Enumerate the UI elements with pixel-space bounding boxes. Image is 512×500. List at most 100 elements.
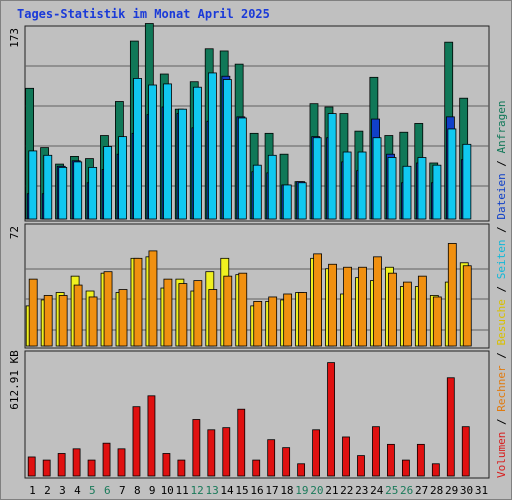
bar-seiten-day-7 <box>118 136 128 220</box>
bar-volumen-day-30 <box>461 426 470 477</box>
x-tick-label-day-9: 9 <box>149 484 156 497</box>
x-tick-label-day-18: 18 <box>280 484 293 497</box>
bar-volumen-day-11 <box>177 459 186 477</box>
bar-seiten-day-6 <box>103 146 113 220</box>
bar-volumen-day-21 <box>327 362 335 477</box>
bar-rechner-day-8 <box>133 257 143 347</box>
panel-3-ymax-label: 612.91 KB <box>8 350 21 410</box>
x-tick-label-day-30: 30 <box>460 484 473 497</box>
bar-rechner-day-3 <box>58 295 68 347</box>
x-tick-label-day-21: 21 <box>325 484 338 497</box>
bar-volumen-day-10 <box>162 453 171 477</box>
bar-volumen-day-15 <box>237 408 246 477</box>
bar-volumen-day-25 <box>387 443 395 477</box>
bar-seiten-day-14 <box>222 79 232 220</box>
panel-1-ymax-label: 173 <box>8 28 21 48</box>
bar-seiten-day-23 <box>357 151 367 220</box>
bar-seiten-day-3 <box>58 166 68 220</box>
x-tick-label-day-2: 2 <box>44 484 51 497</box>
bar-seiten-day-1 <box>28 150 38 220</box>
legend-label-besuche: Besuche <box>495 299 508 345</box>
bar-rechner-day-17 <box>268 296 278 347</box>
legend-separator: / <box>495 220 508 240</box>
x-tick-label-day-5: 5 <box>89 484 96 497</box>
bar-rechner-day-1 <box>28 278 38 347</box>
bar-volumen-day-9 <box>147 395 156 477</box>
x-tick-label-day-25: 25 <box>385 484 398 497</box>
bar-volumen-day-18 <box>282 447 291 477</box>
bar-rechner-day-25 <box>388 272 397 347</box>
bar-seiten-day-18 <box>282 184 292 220</box>
bar-seiten-day-17 <box>267 154 277 220</box>
bar-rechner-day-23 <box>358 266 367 347</box>
panel-2-ymax-label: 72 <box>8 226 21 239</box>
legend-label-seiten: Seiten <box>495 240 508 280</box>
bar-volumen-day-4 <box>72 448 81 477</box>
x-tick-label-day-17: 17 <box>265 484 278 497</box>
x-tick-label-day-23: 23 <box>355 484 368 497</box>
x-tick-label-day-12: 12 <box>191 484 204 497</box>
bar-seiten-day-16 <box>252 164 262 220</box>
x-tick-label-day-20: 20 <box>310 484 323 497</box>
bar-seiten-day-15 <box>237 117 247 220</box>
bar-rechner-day-2 <box>43 295 53 347</box>
bar-rechner-day-27 <box>417 275 427 347</box>
bar-seiten-day-9 <box>148 84 157 220</box>
bar-rechner-day-22 <box>343 266 352 347</box>
bar-rechner-day-20 <box>313 253 322 347</box>
bar-rechner-day-19 <box>298 292 308 347</box>
x-tick-label-day-28: 28 <box>430 484 443 497</box>
bar-volumen-day-13 <box>207 429 216 477</box>
bar-seiten-day-28 <box>432 164 442 220</box>
x-tick-label-day-22: 22 <box>340 484 353 497</box>
x-tick-label-day-1: 1 <box>29 484 36 497</box>
bar-rechner-day-18 <box>283 293 293 347</box>
legend-separator: / <box>495 346 508 366</box>
bar-rechner-day-21 <box>328 263 337 347</box>
x-tick-label-day-27: 27 <box>415 484 428 497</box>
bar-rechner-day-9 <box>148 250 158 347</box>
legend-label-dateien: Dateien <box>495 173 508 219</box>
panel-3-plot-area <box>24 350 490 479</box>
bar-volumen-day-1 <box>27 456 36 477</box>
bar-volumen-day-2 <box>42 459 51 477</box>
page-title: Tages-Statistik im Monat April 2025 <box>17 7 270 21</box>
bar-seiten-day-24 <box>372 137 382 220</box>
bar-volumen-day-12 <box>192 419 201 477</box>
bar-seiten-day-10 <box>163 83 172 220</box>
bar-seiten-day-4 <box>73 161 83 220</box>
x-tick-label-day-4: 4 <box>74 484 81 497</box>
bar-volumen-day-19 <box>297 463 306 477</box>
bar-volumen-day-3 <box>57 453 66 477</box>
bar-seiten-day-27 <box>417 157 427 220</box>
bar-seiten-day-20 <box>312 137 322 220</box>
legend-label-rechner: Rechner <box>495 365 508 412</box>
bar-rechner-day-14 <box>223 275 233 347</box>
x-tick-label-day-10: 10 <box>161 484 174 497</box>
legend-separator: / <box>495 412 508 432</box>
bar-volumen-day-22 <box>342 436 350 477</box>
bar-seiten-day-5 <box>88 166 98 220</box>
x-tick-label-day-24: 24 <box>370 484 384 497</box>
bar-volumen-day-17 <box>267 439 276 477</box>
bar-seiten-day-2 <box>43 154 53 220</box>
bar-volumen-day-14 <box>222 427 231 477</box>
bar-rechner-day-30 <box>462 265 472 347</box>
x-tick-label-day-26: 26 <box>400 484 413 497</box>
legend-label-volumen: Volumen <box>495 432 508 478</box>
bar-volumen-day-26 <box>401 459 410 477</box>
legend-separator: / <box>495 153 508 173</box>
bar-volumen-day-6 <box>102 442 111 477</box>
bar-rechner-day-7 <box>118 289 128 347</box>
bar-rechner-day-29 <box>447 243 457 347</box>
x-tick-label-day-11: 11 <box>176 484 189 497</box>
x-tick-label-day-8: 8 <box>134 484 141 497</box>
bar-seiten-day-29 <box>447 128 457 220</box>
bar-rechner-day-24 <box>373 256 382 347</box>
bar-seiten-day-19 <box>297 182 307 220</box>
bar-volumen-day-28 <box>431 463 440 477</box>
bar-volumen-day-7 <box>117 448 126 477</box>
bar-rechner-day-28 <box>432 296 442 347</box>
bar-seiten-day-21 <box>327 113 337 220</box>
